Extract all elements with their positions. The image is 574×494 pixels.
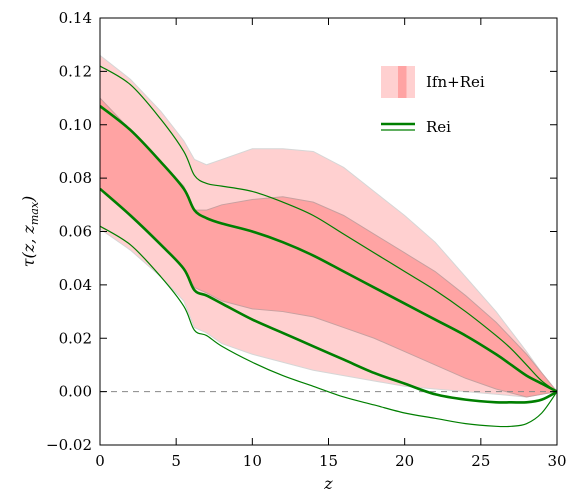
legend-label-ifn-rei: Ifn+Rei: [426, 73, 485, 91]
y-tick-label: 0.10: [59, 116, 92, 134]
y-axis-label-part: max: [28, 201, 41, 225]
rei-line-outer-lower: [100, 225, 557, 428]
x-tick-label: 5: [171, 452, 181, 470]
y-tick-label: 0.06: [59, 223, 92, 241]
x-tick-label: 30: [547, 452, 566, 470]
y-axis-label-part: ): [19, 196, 38, 203]
y-axis-label-part: (: [19, 251, 38, 258]
y-tick-label: 0.04: [59, 276, 92, 294]
y-axis-label: τ(z, zmax): [19, 196, 41, 268]
legend-label-rei: Rei: [426, 118, 451, 136]
y-tick-label: −0.02: [46, 436, 92, 454]
legend-swatch-inner-band: [398, 66, 407, 98]
rei-line-inner-lower: [100, 187, 557, 404]
axis-ticks: 0 5 10 15 20 25 30 −0.02 0.00 0.02 0.04 0.06 0.08 0.1…: [46, 9, 567, 470]
rei-line-inner-upper: [100, 105, 557, 393]
y-axis-label-part: z: [19, 243, 38, 253]
x-tick-label: 0: [95, 452, 105, 470]
plot-area: [100, 54, 557, 428]
x-tick-label: 10: [243, 452, 262, 470]
y-tick-label: 0.08: [59, 169, 92, 187]
y-axis-label-part: z: [19, 225, 38, 235]
y-tick-label: 0.00: [59, 383, 92, 401]
legend: Ifn+Rei Rei: [381, 66, 485, 136]
rei-line-outer-upper: [100, 65, 557, 393]
y-tick-label: 0.14: [59, 9, 92, 27]
x-tick-label: 25: [471, 452, 490, 470]
y-tick-label: 0.12: [59, 62, 92, 80]
x-axis-label: z: [323, 474, 333, 493]
y-tick-label: 0.02: [59, 329, 92, 347]
x-tick-label: 15: [319, 452, 338, 470]
x-tick-label: 20: [395, 452, 414, 470]
y-axis-label-part: τ: [19, 257, 38, 267]
y-axis-label-part: ,: [19, 234, 38, 244]
